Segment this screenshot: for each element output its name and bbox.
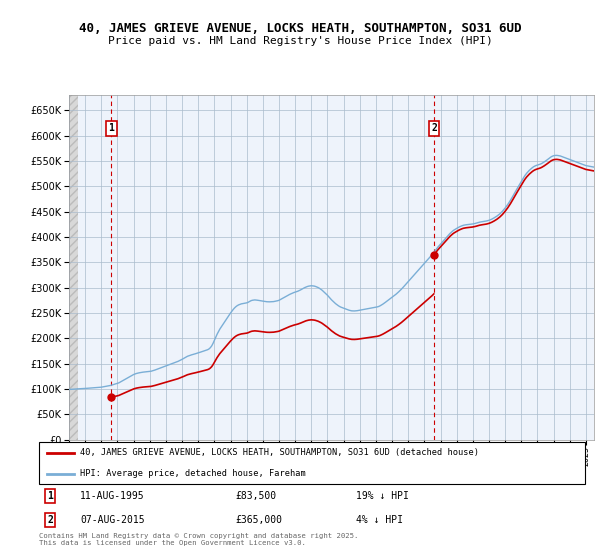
Text: 1: 1 — [47, 492, 53, 501]
Text: 11-AUG-1995: 11-AUG-1995 — [80, 492, 145, 501]
Text: 40, JAMES GRIEVE AVENUE, LOCKS HEATH, SOUTHAMPTON, SO31 6UD (detached house): 40, JAMES GRIEVE AVENUE, LOCKS HEATH, SO… — [80, 449, 479, 458]
Text: 19% ↓ HPI: 19% ↓ HPI — [356, 492, 409, 501]
Text: 2: 2 — [47, 515, 53, 525]
Text: 1: 1 — [108, 123, 114, 133]
Text: 07-AUG-2015: 07-AUG-2015 — [80, 515, 145, 525]
Text: £365,000: £365,000 — [236, 515, 283, 525]
Text: 2: 2 — [431, 123, 437, 133]
Text: Contains HM Land Registry data © Crown copyright and database right 2025.
This d: Contains HM Land Registry data © Crown c… — [39, 533, 358, 546]
Text: HPI: Average price, detached house, Fareham: HPI: Average price, detached house, Fare… — [80, 469, 306, 478]
Bar — [69, 95, 78, 440]
Text: 40, JAMES GRIEVE AVENUE, LOCKS HEATH, SOUTHAMPTON, SO31 6UD: 40, JAMES GRIEVE AVENUE, LOCKS HEATH, SO… — [79, 22, 521, 35]
Text: Price paid vs. HM Land Registry's House Price Index (HPI): Price paid vs. HM Land Registry's House … — [107, 36, 493, 46]
FancyBboxPatch shape — [39, 442, 585, 484]
Text: £83,500: £83,500 — [236, 492, 277, 501]
Text: 4% ↓ HPI: 4% ↓ HPI — [356, 515, 403, 525]
